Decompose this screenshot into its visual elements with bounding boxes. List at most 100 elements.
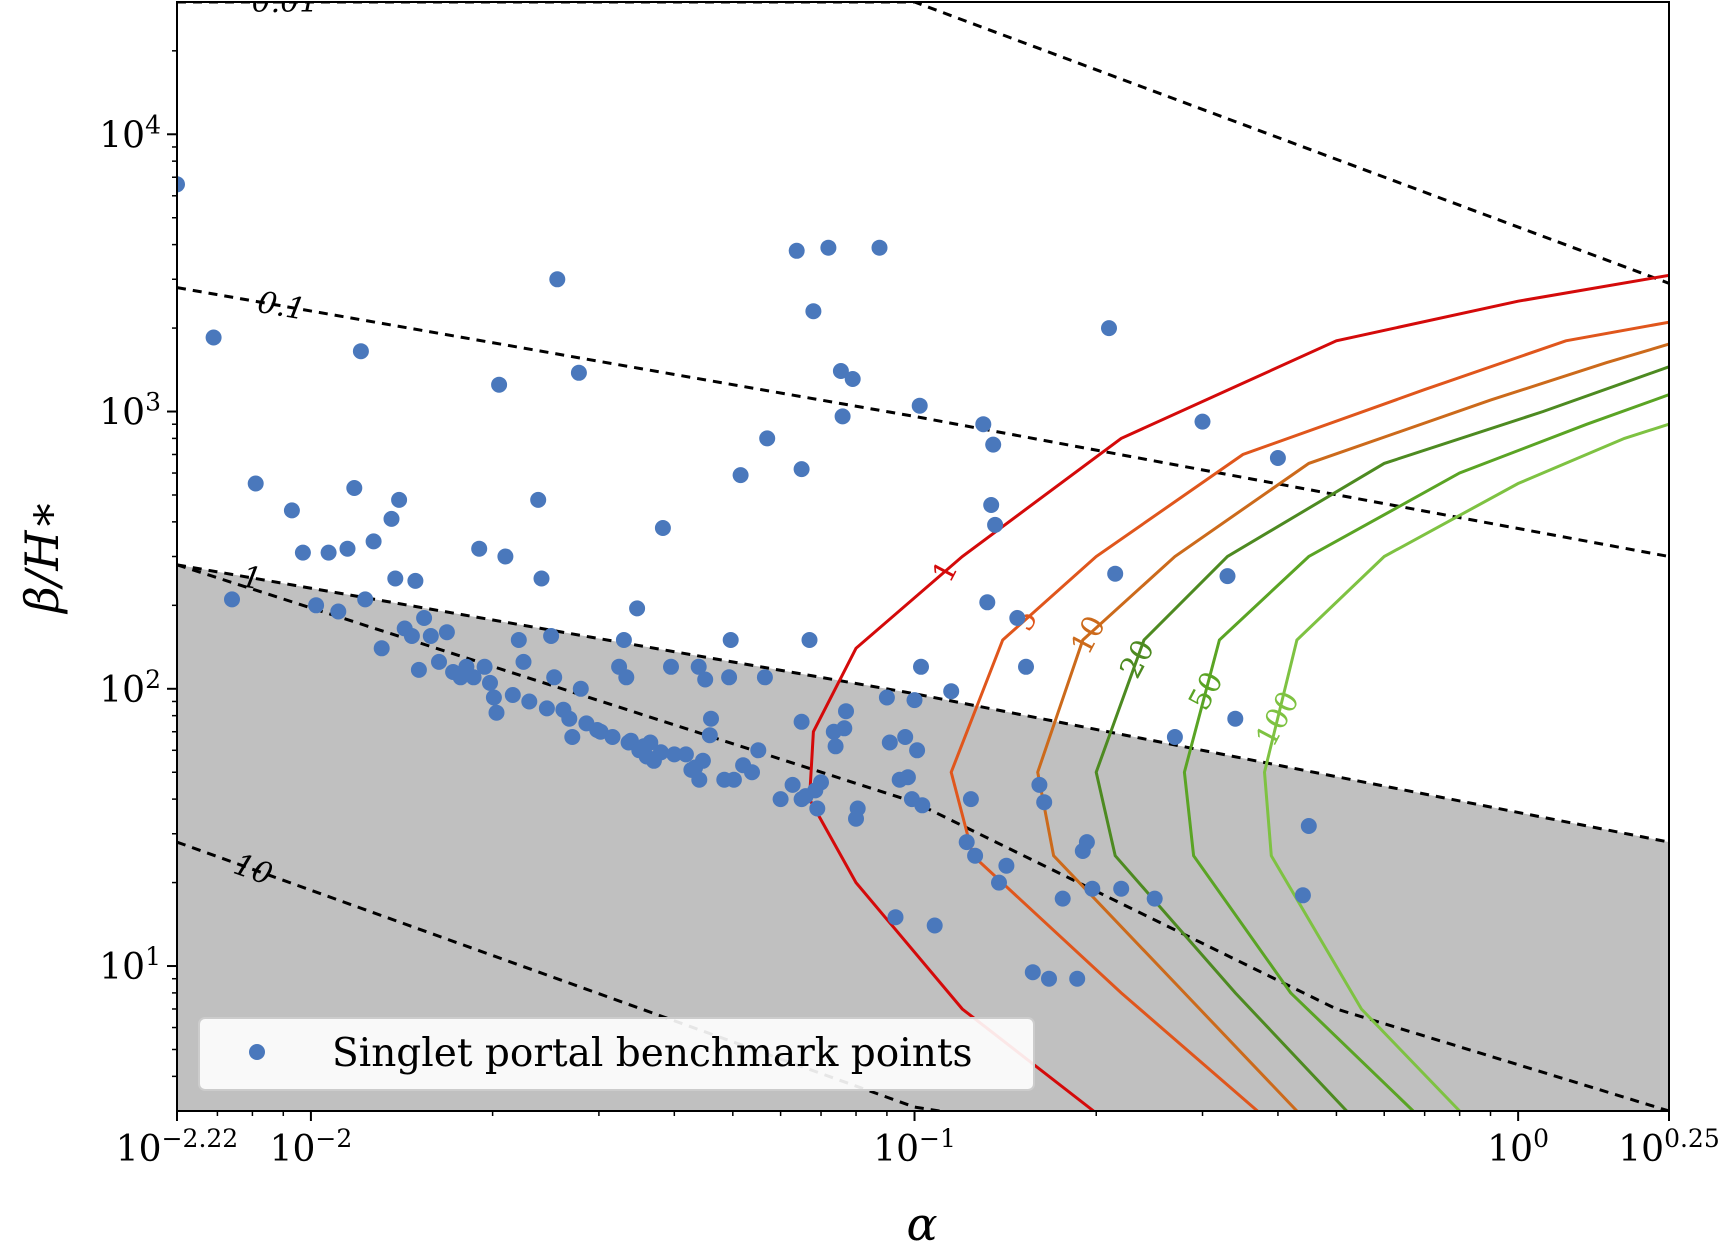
data-point [564,729,581,745]
contour-20 [1094,365,1669,1111]
data-point [666,746,683,763]
data-point [515,653,532,670]
data-point [510,632,527,648]
data-point [663,658,679,675]
legend-box [198,1017,1035,1091]
data-point [604,729,621,745]
data-point [813,774,829,791]
data-point [1107,565,1124,582]
data-point [615,632,632,648]
data-point [465,669,482,686]
data-point [725,771,742,788]
data-point [546,669,563,686]
data-point [1113,880,1130,897]
dashed-line-label-0.1: 0.1 [255,285,308,328]
data-point [1101,320,1117,337]
legend-entry: Singlet portal benchmark points [332,1031,973,1076]
data-point [1078,834,1095,851]
data-point [962,791,979,808]
data-point [504,687,521,703]
x-edge-label: 10−2.22 [116,1124,238,1170]
data-point [365,533,382,550]
data-point [983,497,1000,513]
data-point [967,847,984,864]
data-point [488,704,505,721]
data-point [1300,818,1317,834]
data-point [471,540,488,557]
x-tick-label: 10−1 [873,1124,956,1170]
dashed-line-10 [177,840,940,1111]
data-point [1294,887,1311,904]
data-point [497,548,514,565]
data-point [373,640,390,657]
data-point [926,917,943,934]
data-point [820,239,837,256]
data-point [836,720,853,737]
contour-50 [1182,393,1669,1111]
data-point [642,734,659,751]
data-point [750,742,767,759]
y-tick-label: 104 [99,110,161,156]
data-point [722,632,739,648]
data-point [177,176,185,193]
data-point [482,674,498,691]
data-point [570,364,587,381]
data-point [849,800,866,817]
x-edge-label: 100.25 [1618,1124,1719,1170]
data-point [485,689,502,706]
data-point [943,683,960,700]
data-point [476,658,493,675]
contour-10 [1036,342,1669,1111]
data-point [1219,568,1236,585]
data-point [422,628,439,644]
y-tick-label: 101 [99,942,161,988]
data-point [387,570,404,587]
data-point [533,570,550,587]
data-point [991,874,1007,891]
y-tick-label: 103 [99,388,161,434]
data-point [1194,413,1211,430]
data-point [592,723,609,740]
legend-marker [249,1044,265,1060]
data-point [793,461,810,478]
data-point [677,746,694,763]
data-point [759,430,776,447]
data-point [903,791,920,808]
data-point [744,764,760,781]
data-point [1018,658,1034,675]
data-point [985,436,1002,453]
data-point [805,303,822,320]
data-point [1024,964,1041,981]
data-point [881,734,898,751]
data-point [887,909,904,926]
dashed-line-label-0.01: 0.01 [252,0,319,20]
contour-100 [1262,422,1669,1111]
data-point [721,669,738,686]
data-point [561,710,578,727]
data-point [294,544,311,561]
data-point [538,700,555,717]
data-point [906,692,923,709]
data-point [491,376,508,393]
data-point [756,669,773,686]
data-point [654,520,671,536]
data-point [357,591,374,608]
data-point [832,363,849,379]
data-point [1146,890,1163,907]
data-point [784,776,801,793]
data-point [691,771,708,788]
data-point [543,628,560,644]
data-point [1036,794,1053,811]
dashed-line-boundary [177,563,1669,1111]
data-point [410,661,427,678]
data-point [694,752,711,769]
data-point [283,502,300,519]
data-point [352,343,369,360]
data-point [1009,610,1026,626]
x-axis-label: α [906,1197,937,1242]
data-point [701,727,718,744]
data-point [958,834,975,851]
data-point [407,572,424,589]
data-point [897,729,914,745]
